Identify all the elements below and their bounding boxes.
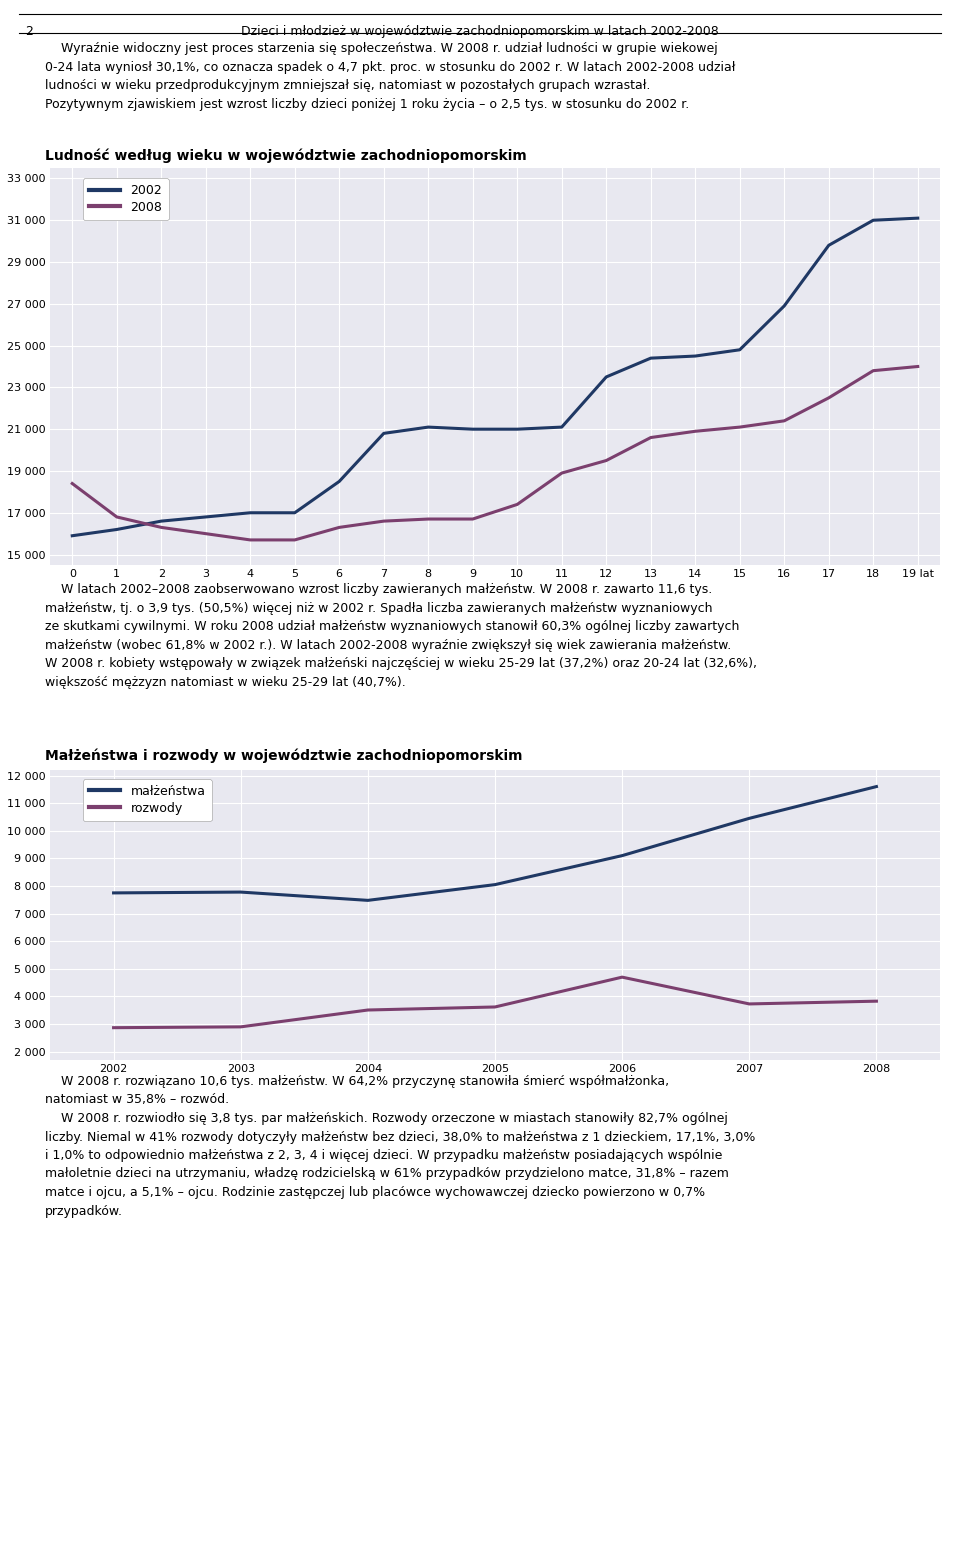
Text: Dzieci i młodzież w województwie zachodniopomorskim w latach 2002-2008: Dzieci i młodzież w województwie zachodn… bbox=[241, 25, 719, 37]
Text: 2: 2 bbox=[25, 25, 33, 37]
Legend: 2002, 2008: 2002, 2008 bbox=[83, 178, 169, 220]
Text: Wyraźnie widoczny jest proces starzenia się społeczeństwa. W 2008 r. udział ludn: Wyraźnie widoczny jest proces starzenia … bbox=[45, 42, 735, 111]
Text: W latach 2002–2008 zaobserwowano wzrost liczby zawieranych małżeństw. W 2008 r. : W latach 2002–2008 zaobserwowano wzrost … bbox=[45, 582, 757, 688]
Text: Ludność według wieku w województwie zachodniopomorskim: Ludność według wieku w województwie zach… bbox=[45, 148, 527, 162]
Legend: małżeństwa, rozwody: małżeństwa, rozwody bbox=[83, 779, 212, 821]
Text: Małżeństwa i rozwody w województwie zachodniopomorskim: Małżeństwa i rozwody w województwie zach… bbox=[45, 748, 522, 762]
Text: W 2008 r. rozwiązano 10,6 tys. małżeństw. W 64,2% przyczynę stanowiła śmierć wsp: W 2008 r. rozwiązano 10,6 tys. małżeństw… bbox=[45, 1076, 756, 1218]
